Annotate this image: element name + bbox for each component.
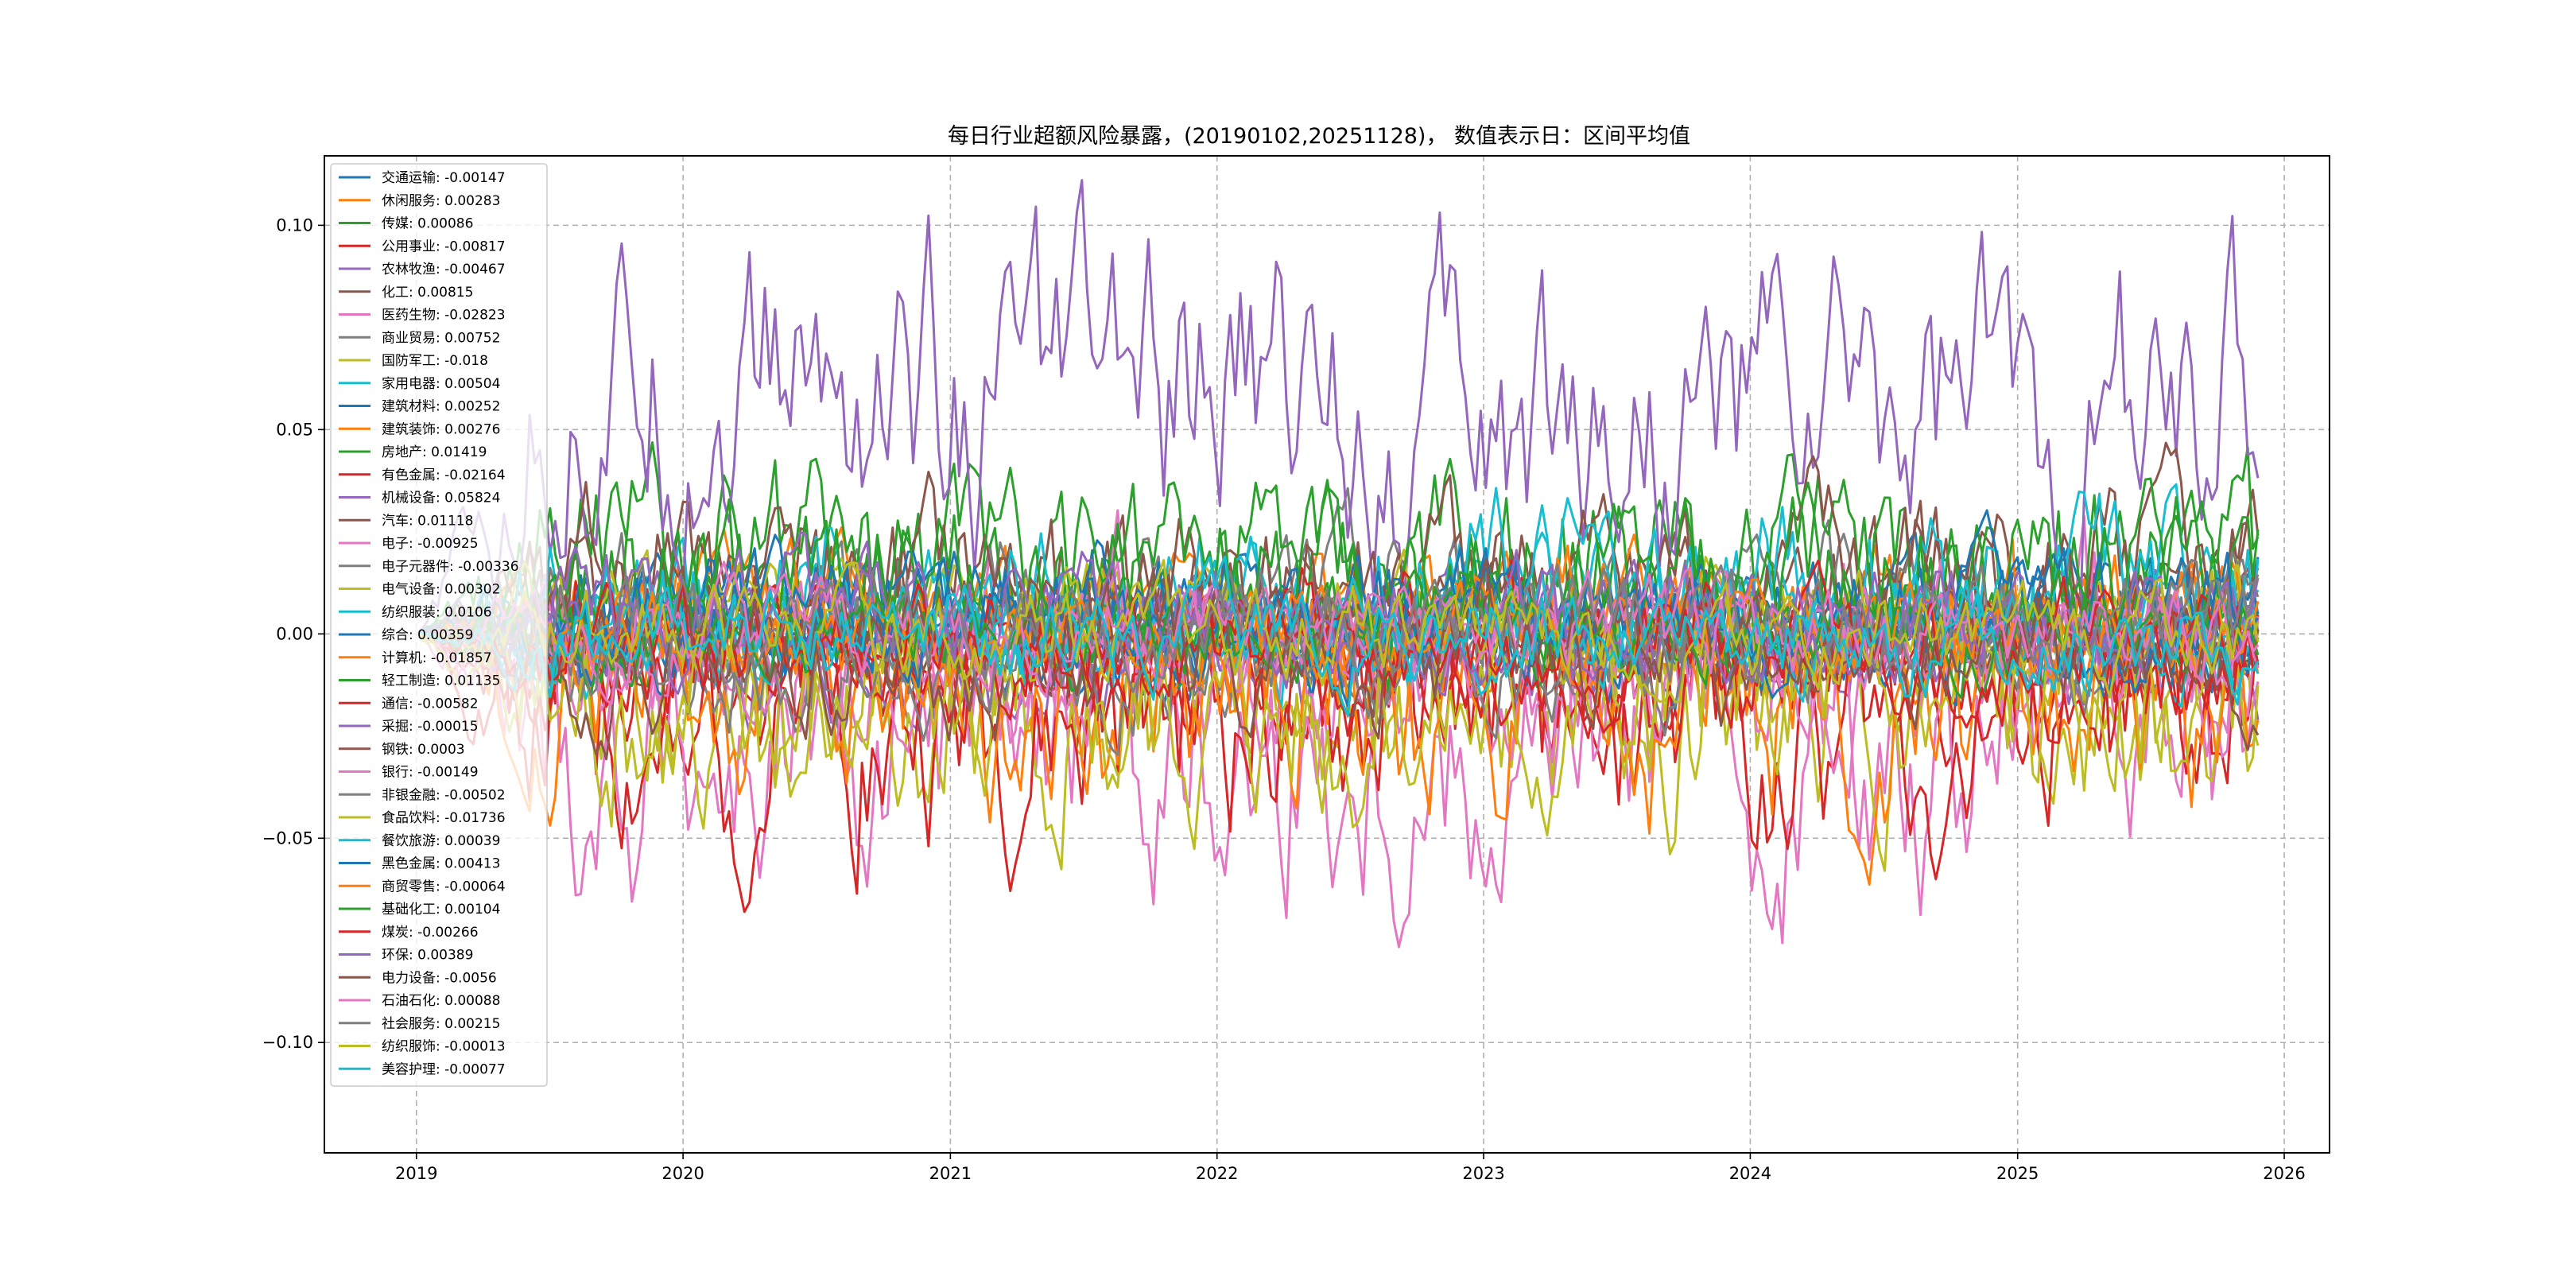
- series-line: [417, 441, 2260, 694]
- y-tick-label: 0.00: [276, 624, 313, 643]
- legend-item: 建筑装饰: 0.00276: [382, 421, 500, 437]
- legend-item: 钢铁: 0.0003: [382, 742, 465, 758]
- series-line: [417, 561, 2260, 705]
- legend-item: 农林牧渔: -0.00467: [382, 262, 506, 277]
- chart-title: 每日行业超额风险暴露，(20190102,20251128)， 数值表示日：区间…: [948, 124, 1690, 149]
- legend-item: 商贸零售: -0.00064: [382, 879, 506, 894]
- legend-item: 休闲服务: 0.00283: [382, 193, 500, 209]
- legend-item: 餐饮旅游: 0.00039: [382, 833, 500, 849]
- y-tick-label: −0.10: [262, 1033, 313, 1052]
- legend-item: 石油石化: 0.00088: [382, 993, 500, 1009]
- legend-item: 美容护理: -0.00077: [382, 1061, 506, 1077]
- legend-item: 煤炭: -0.00266: [382, 925, 479, 941]
- legend-item: 电气设备: 0.00302: [382, 582, 500, 598]
- legend: 交通运输: -0.00147 休闲服务: 0.00283 传媒: 0.00086 公用…: [330, 163, 548, 1087]
- series-line: [416, 559, 2260, 914]
- legend-item: 汽车: 0.01118: [382, 513, 473, 529]
- legend-item: 机械设备: 0.05824: [382, 491, 500, 506]
- legend-item: 家用电器: 0.00504: [382, 376, 500, 392]
- legend-item: 商业贸易: 0.00752: [382, 330, 500, 346]
- legend-item: 环保: 0.00389: [382, 948, 473, 964]
- legend-item: 黑色金属: 0.00413: [382, 856, 500, 872]
- series-line: [417, 466, 2260, 694]
- legend-item: 轻工制造: 0.01135: [382, 673, 500, 689]
- legend-item: 纺织服装: 0.0106: [382, 604, 492, 620]
- legend-item: 社会服务: 0.00215: [382, 1016, 500, 1032]
- legend-item: 电力设备: -0.0056: [382, 970, 497, 986]
- legend-item: 房地产: 0.01419: [382, 444, 487, 460]
- y-tick-label: −0.05: [262, 828, 313, 848]
- legend-item: 医药生物: -0.02823: [382, 308, 506, 324]
- series-line: [417, 563, 2260, 712]
- series-line: [417, 569, 2260, 700]
- axes: 2019 2020 2021 2022 2023 2024 2025 2026 0.10 0.05…: [262, 215, 2306, 1183]
- series-line: [417, 555, 2260, 717]
- legend-item: 食品饮料: -0.01736: [382, 810, 506, 826]
- series-line: [416, 179, 2260, 659]
- legend-item: 采掘: -0.00015: [382, 719, 479, 735]
- series-lines: [416, 179, 2260, 949]
- x-tick-label: 2026: [2263, 1164, 2305, 1183]
- legend-item: 有色金属: -0.02164: [382, 467, 506, 483]
- legend-item: 传媒: 0.00086: [382, 216, 473, 232]
- legend-item: 非银金融: -0.00502: [382, 787, 506, 803]
- legend-item: 建筑材料: 0.00252: [382, 399, 500, 415]
- y-tick-label: 0.10: [276, 215, 313, 235]
- x-tick-label: 2022: [1196, 1164, 1238, 1183]
- x-tick-label: 2023: [1462, 1164, 1504, 1183]
- plot-frame: [324, 155, 2330, 1154]
- legend-item: 电子元器件: -0.00336: [382, 559, 519, 575]
- legend-item: 电子: -0.00925: [382, 536, 479, 552]
- series-line: [417, 559, 2260, 734]
- legend-item: 纺织服饰: -0.00013: [382, 1039, 506, 1055]
- x-tick-label: 2019: [395, 1164, 437, 1183]
- series-line: [417, 559, 2260, 704]
- x-tick-label: 2024: [1729, 1164, 1771, 1183]
- x-tick-label: 2020: [661, 1164, 704, 1183]
- legend-item: 国防军工: -0.018: [382, 353, 488, 369]
- legend-item: 综合: 0.00359: [382, 627, 473, 643]
- series-line: [417, 557, 2260, 761]
- legend-item: 化工: 0.00815: [382, 285, 473, 301]
- y-tick-label: 0.05: [276, 420, 313, 439]
- legend-item: 通信: -0.00582: [382, 696, 479, 712]
- series-line: [416, 531, 2260, 696]
- legend-box: [330, 163, 548, 1087]
- legend-item: 公用事业: -0.00817: [382, 239, 506, 254]
- legend-item: 交通运输: -0.00147: [382, 170, 506, 186]
- legend-item: 银行: -0.00149: [382, 765, 479, 781]
- legend-item: 基础化工: 0.00104: [382, 902, 500, 918]
- series-line: [417, 509, 2260, 949]
- legend-item: 计算机: -0.01857: [382, 650, 492, 666]
- x-tick-label: 2021: [929, 1164, 972, 1183]
- x-tick-label: 2025: [1996, 1164, 2039, 1183]
